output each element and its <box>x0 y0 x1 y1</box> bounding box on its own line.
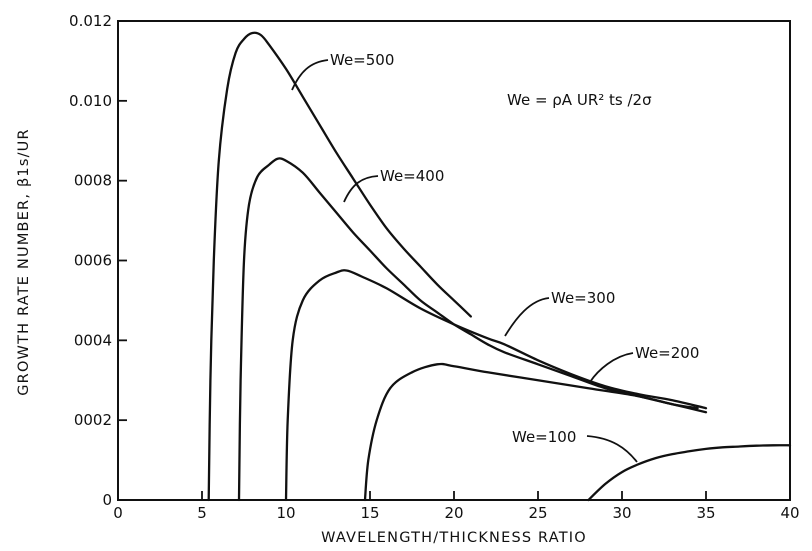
series-label: We=200 <box>635 344 699 362</box>
series-line-we-300 <box>284 269 708 502</box>
y-tick-label: 0002 <box>74 411 112 429</box>
leader-line <box>586 435 638 463</box>
series-label: We=400 <box>380 167 444 185</box>
x-tick-label: 40 <box>780 504 799 522</box>
x-tick-label: 15 <box>360 504 379 522</box>
x-tick-label: 20 <box>444 504 463 522</box>
leader-line <box>504 297 550 337</box>
y-tick-label: 0004 <box>74 331 112 349</box>
series-line-we-400 <box>237 157 708 502</box>
leader-line <box>589 352 634 383</box>
series-curves <box>207 31 792 502</box>
weber-formula: We = ρA UR² ts /2σ <box>507 91 652 109</box>
x-axis-title: WAVELENGTH/THICKNESS RATIO <box>321 530 587 546</box>
y-tick-labels: 0 0002 0004 0006 0008 0.010 0.012 <box>69 12 112 509</box>
series-line-we-500 <box>207 31 472 502</box>
y-axis-title: GROWTH RATE NUMBER, β1s/UR <box>16 128 32 396</box>
y-tick-label: 0 <box>102 491 112 509</box>
x-tick-label: 25 <box>528 504 547 522</box>
plot-frame <box>117 20 791 501</box>
y-tick-label: 0008 <box>74 172 112 190</box>
series-labels: We=500 We=400 We=300 We=200 We=100 <box>330 51 699 446</box>
x-tick-label: 30 <box>612 504 631 522</box>
y-tick-label: 0.010 <box>69 92 112 110</box>
x-tick-label: 35 <box>696 504 715 522</box>
y-tick-label: 0006 <box>74 252 112 270</box>
series-label: We=100 <box>512 428 576 446</box>
x-tick-label: 0 <box>113 504 123 522</box>
axis-ticks <box>117 20 791 501</box>
series-line-we-100 <box>587 444 792 502</box>
y-tick-label: 0.012 <box>69 12 112 30</box>
leader-line <box>343 175 379 203</box>
series-line-we-200 <box>363 362 699 502</box>
series-label: We=500 <box>330 51 394 69</box>
x-tick-labels: 0 5 10 15 20 25 30 35 40 <box>113 504 799 522</box>
x-tick-label: 10 <box>276 504 295 522</box>
series-label: We=300 <box>551 289 615 307</box>
leader-line <box>291 59 329 91</box>
label-leaders <box>291 59 638 463</box>
x-tick-label: 5 <box>197 504 207 522</box>
